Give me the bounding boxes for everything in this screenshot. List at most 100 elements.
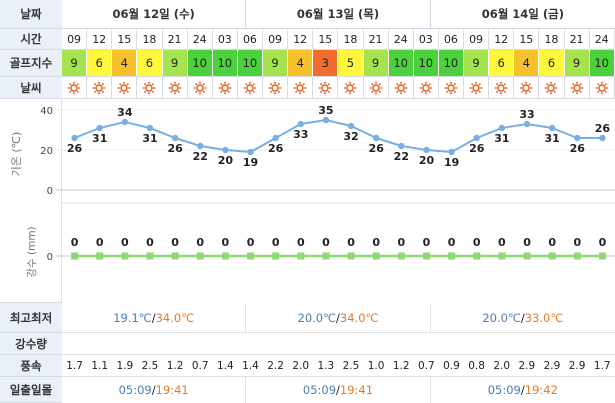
precipitation-point (121, 252, 129, 260)
sun-icon (168, 81, 181, 94)
time-cell: 06 (238, 29, 263, 49)
sun-icon (293, 81, 307, 94)
temp-tick-label: 20 (40, 146, 53, 157)
date-label: 날짜 (0, 0, 62, 29)
precipitation-chart: 0 0 0 0 0 0 0 0 0 0 0 0 0 0 0 0 0 0 0 0 0 0 0 (47, 236, 615, 263)
temperature-label: 19 (444, 156, 459, 169)
golf-index-cell: 10 (187, 50, 213, 76)
weather-cell (213, 77, 238, 98)
precipitation-point (397, 252, 405, 260)
temperature-label: 31 (142, 132, 157, 145)
temperature-point (448, 148, 455, 156)
golf-index-cell: 5 (338, 50, 364, 76)
temperature-point (548, 124, 556, 132)
precipitation-point (422, 252, 430, 260)
temp-tick-label: 0 (47, 186, 53, 197)
separator: / (151, 310, 156, 325)
precipitation-label: 0 (372, 236, 380, 249)
weather-cell (112, 77, 138, 98)
precipitation-label: 0 (247, 236, 255, 249)
wind-cell: 1.3 (317, 359, 335, 372)
wind-row: 1.7 1.1 1.9 2.5 1.2 0.7 1.4 1.4 2.2 2.0 1.3 2.5 1.0 1… (62, 355, 615, 377)
separator: / (520, 310, 525, 325)
time-cell: 21 (565, 29, 590, 49)
sun-icon (193, 81, 206, 94)
precipitation-label: 0 (272, 236, 280, 249)
time-cell: 21 (364, 29, 389, 49)
sun-icon (570, 81, 583, 94)
precipitation-label: 0 (322, 236, 330, 249)
precipitation-point (297, 252, 305, 260)
precipitation-point (196, 252, 204, 260)
precipitation-label: 0 (398, 236, 406, 249)
temperature-label: 33 (293, 128, 308, 141)
precipitation-label: 0 (523, 236, 531, 249)
wind-cell: 0.7 (417, 359, 435, 372)
golf-index-cell: 10 (237, 50, 263, 76)
max-temp: 33.0℃ (524, 310, 564, 325)
temperature-label: 26 (167, 142, 183, 155)
temperature-label: 20 (218, 154, 234, 167)
weather-cell (263, 77, 289, 98)
sun-icon (92, 81, 106, 94)
forecast-charts: 기온 (℃) 강수 (mm) 0 20 40 26 31 34 31 26 22 20 19 26 33… (10, 104, 615, 278)
precipitation-label: 0 (599, 236, 607, 249)
golf-index-cell: 4 (514, 50, 540, 76)
temperature-point (272, 134, 279, 142)
time-cell: 06 (439, 29, 464, 49)
max-temp: 34.0℃ (339, 310, 379, 325)
golf-index-cell: 9 (464, 50, 490, 76)
weather-cell (137, 77, 163, 98)
wind-cell: 0.7 (191, 359, 209, 372)
sunset-time: 19:42 (524, 383, 558, 397)
weather-cell (87, 77, 113, 98)
temperature-label: 34 (117, 106, 133, 119)
precipitation-label: 0 (222, 236, 230, 249)
golf-index-cell: 6 (489, 50, 515, 76)
time-cell: 24 (389, 29, 414, 49)
temperature-point (71, 134, 78, 142)
precipitation-point (171, 252, 179, 260)
golf-index-cell: 10 (589, 50, 615, 76)
temperature-label: 35 (318, 104, 333, 117)
precipitation-label: 0 (573, 236, 581, 249)
max-temp: 34.0℃ (155, 310, 195, 325)
wind-cell: 1.0 (367, 359, 385, 372)
wind-cell: 2.0 (493, 359, 511, 372)
temperature-label: 26 (595, 122, 611, 135)
weather-cell (414, 77, 439, 98)
temperature-point (473, 134, 480, 142)
precipitation-point (322, 252, 330, 260)
temperature-point (423, 146, 430, 154)
time-cell: 18 (137, 29, 163, 49)
golf-index-cell: 6 (87, 50, 113, 76)
temperature-label: 31 (545, 132, 560, 145)
weather-cell (62, 77, 88, 98)
date-cell: 06월 12일 (수) (62, 0, 247, 28)
temperature-point (297, 120, 304, 128)
golf-index-cell: 3 (313, 50, 339, 76)
time-cell: 03 (213, 29, 238, 49)
temperature-label: 26 (268, 142, 284, 155)
precipitation-point (272, 252, 280, 260)
temp-tick-label: 40 (40, 106, 53, 117)
golf-index-cell: 10 (212, 50, 238, 76)
weather-cell (238, 77, 263, 98)
golf-index-cell: 10 (388, 50, 414, 76)
wind-cell: 2.9 (518, 359, 536, 372)
weather-cell (489, 77, 515, 98)
sunset-time: 19:41 (339, 383, 374, 397)
precipitation-point (523, 252, 531, 260)
temperature-point (523, 120, 531, 128)
sunrise-time: 05:09 (302, 383, 337, 397)
wind-cell: 2.5 (141, 359, 159, 372)
temperature-point (197, 142, 204, 150)
precipitation-label: 0 (347, 236, 355, 249)
temperature-point (322, 116, 330, 124)
precipitation-point (498, 252, 506, 260)
temperature-label: 20 (419, 154, 435, 167)
sun-icon (419, 81, 433, 94)
time-cell: 18 (539, 29, 565, 49)
sun-icon (319, 81, 332, 94)
